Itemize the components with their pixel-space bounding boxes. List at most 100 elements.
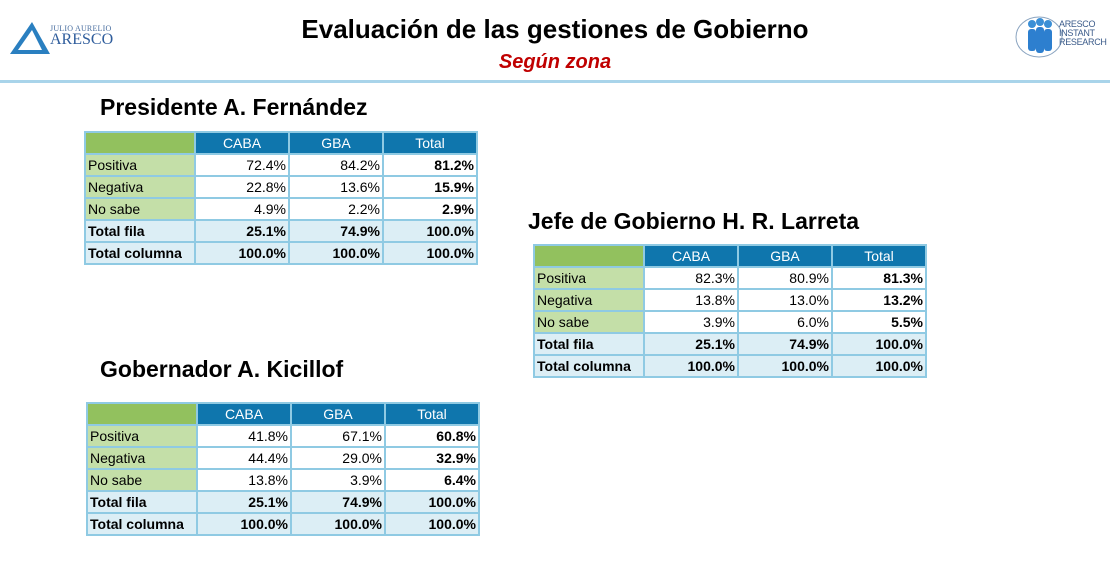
section-title-kicillof: Gobernador A. Kicillof — [100, 356, 344, 382]
table-header-row: CABA GBA Total — [533, 244, 927, 268]
table-cell: 5.5% — [831, 310, 927, 334]
table-fernandez: CABA GBA Total Positiva 72.4% 84.2% 81.2% Negat… — [84, 131, 478, 265]
table-cell: 74.9% — [288, 219, 384, 243]
table-cell: 15.9% — [382, 175, 478, 199]
table-cell: 81.2% — [382, 153, 478, 177]
table-cell: 82.3% — [643, 266, 739, 290]
row-label: No sabe — [533, 310, 645, 334]
table-cell: 100.0% — [384, 490, 480, 514]
table-cell: 4.9% — [194, 197, 290, 221]
table-cell: 13.0% — [737, 288, 833, 312]
logo-line: INSTANT — [1059, 28, 1095, 38]
table-cell: 74.9% — [737, 332, 833, 356]
column-header: CABA — [194, 131, 290, 155]
column-header: GBA — [290, 402, 386, 426]
table-cell: 100.0% — [194, 241, 290, 265]
table-row: No sabe 4.9% 2.2% 2.9% — [84, 197, 478, 221]
table-cell: 60.8% — [384, 424, 480, 448]
table-row: Total columna 100.0% 100.0% 100.0% — [86, 512, 480, 536]
table-cell: 3.9% — [290, 468, 386, 492]
people-logo-icon — [1015, 16, 1063, 58]
table-cell: 100.0% — [737, 354, 833, 378]
row-label: Positiva — [86, 424, 198, 448]
column-header: GBA — [737, 244, 833, 268]
row-label: Total columna — [84, 241, 196, 265]
table-cell: 41.8% — [196, 424, 292, 448]
table-cell: 100.0% — [831, 332, 927, 356]
table-cell: 100.0% — [196, 512, 292, 536]
table-row: Total fila 25.1% 74.9% 100.0% — [533, 332, 927, 356]
row-label: Negativa — [86, 446, 198, 470]
table-cell: 100.0% — [290, 512, 386, 536]
table-cell: 100.0% — [382, 219, 478, 243]
table-cell: 100.0% — [384, 512, 480, 536]
table-row: Negativa 22.8% 13.6% 15.9% — [84, 175, 478, 199]
table-cell: 25.1% — [196, 490, 292, 514]
column-header: CABA — [196, 402, 292, 426]
column-header: Total — [831, 244, 927, 268]
section-title-larreta: Jefe de Gobierno H. R. Larreta — [528, 208, 860, 234]
row-label: Total fila — [84, 219, 196, 243]
table-row: Positiva 82.3% 80.9% 81.3% — [533, 266, 927, 290]
row-label: Negativa — [533, 288, 645, 312]
table-cell: 100.0% — [831, 354, 927, 378]
header-corner-cell — [84, 131, 196, 155]
table-cell: 6.0% — [737, 310, 833, 334]
logo-right-text: ARESCO INSTANT RESEARCH — [1059, 20, 1107, 47]
row-label: Total fila — [533, 332, 645, 356]
table-row: Negativa 13.8% 13.0% 13.2% — [533, 288, 927, 312]
table-row: Total columna 100.0% 100.0% 100.0% — [533, 354, 927, 378]
table-cell: 67.1% — [290, 424, 386, 448]
table-cell: 3.9% — [643, 310, 739, 334]
table-row: No sabe 13.8% 3.9% 6.4% — [86, 468, 480, 492]
table-row: No sabe 3.9% 6.0% 5.5% — [533, 310, 927, 334]
row-label: Positiva — [84, 153, 196, 177]
column-header: GBA — [288, 131, 384, 155]
table-cell: 2.2% — [288, 197, 384, 221]
row-label: Negativa — [84, 175, 196, 199]
table-cell: 32.9% — [384, 446, 480, 470]
table-cell: 74.9% — [290, 490, 386, 514]
page-title: Evaluación de las gestiones de Gobierno — [301, 14, 809, 44]
row-label: Total columna — [86, 512, 198, 536]
table-cell: 81.3% — [831, 266, 927, 290]
logo-line: RESEARCH — [1059, 37, 1107, 47]
table-cell: 100.0% — [643, 354, 739, 378]
section-title-fernandez: Presidente A. Fernández — [100, 94, 368, 120]
table-cell: 13.8% — [196, 468, 292, 492]
logo-line: ARESCO — [1059, 19, 1096, 29]
table-row: Total fila 25.1% 74.9% 100.0% — [84, 219, 478, 243]
logo-big-text: ARESCO — [50, 31, 114, 48]
table-cell: 29.0% — [290, 446, 386, 470]
table-row: Total columna 100.0% 100.0% 100.0% — [84, 241, 478, 265]
table-cell: 100.0% — [288, 241, 384, 265]
table-cell: 13.2% — [831, 288, 927, 312]
table-row: Positiva 72.4% 84.2% 81.2% — [84, 153, 478, 177]
table-cell: 100.0% — [382, 241, 478, 265]
table-row: Positiva 41.8% 67.1% 60.8% — [86, 424, 480, 448]
table-header-row: CABA GBA Total — [84, 131, 478, 155]
header-corner-cell — [86, 402, 198, 426]
aresco-logo: JULIO AURELIO ARESCO — [10, 16, 120, 60]
row-label: Total fila — [86, 490, 198, 514]
table-row: Negativa 44.4% 29.0% 32.9% — [86, 446, 480, 470]
table-cell: 2.9% — [382, 197, 478, 221]
table-cell: 84.2% — [288, 153, 384, 177]
header-corner-cell — [533, 244, 645, 268]
row-label: Total columna — [533, 354, 645, 378]
header-divider — [0, 80, 1110, 83]
table-cell: 25.1% — [643, 332, 739, 356]
row-label: Positiva — [533, 266, 645, 290]
table-header-row: CABA GBA Total — [86, 402, 480, 426]
triangle-logo-icon — [10, 22, 50, 54]
column-header: Total — [382, 131, 478, 155]
table-cell: 80.9% — [737, 266, 833, 290]
table-kicillof: CABA GBA Total Positiva 41.8% 67.1% 60.8% Negat… — [86, 402, 480, 536]
page-subtitle: Según zona — [498, 51, 612, 73]
row-label: No sabe — [84, 197, 196, 221]
table-larreta: CABA GBA Total Positiva 82.3% 80.9% 81.3% Negat… — [533, 244, 927, 378]
row-label: No sabe — [86, 468, 198, 492]
table-cell: 72.4% — [194, 153, 290, 177]
column-header: Total — [384, 402, 480, 426]
table-cell: 13.8% — [643, 288, 739, 312]
